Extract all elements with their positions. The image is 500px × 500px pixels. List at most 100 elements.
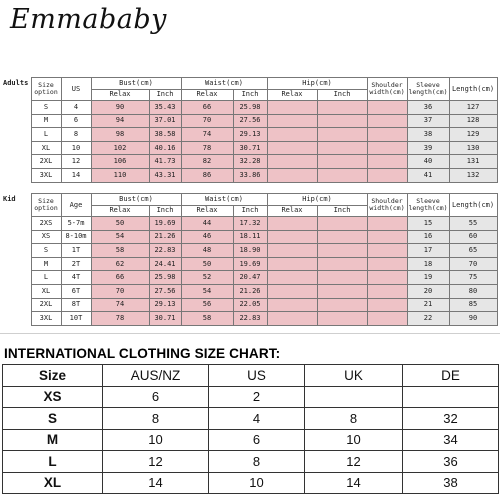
length-cell: 130	[448, 140, 498, 156]
size-cell: XL	[30, 283, 62, 299]
kids-row-spacer	[3, 243, 31, 258]
international-size-table: Size AUS/NZ US UK DE XS 6 2 S 8 4 8 32 M 10 6 10 34 L 12 8 12…	[2, 364, 499, 494]
hip-inch-cell	[316, 167, 368, 183]
us-cell: 6	[60, 113, 92, 129]
international-value-cell: 14	[304, 471, 403, 494]
adults-shoulder-header: Shoulder width(cm)	[366, 77, 408, 101]
international-value-cell: 32	[402, 407, 499, 430]
waist-relax-cell: 50	[180, 256, 234, 272]
kids-category-label: Kid	[3, 193, 31, 217]
bust-inch-cell: 19.69	[148, 216, 182, 231]
kids-sleeve-header: Sleeve length(cm)	[406, 193, 450, 217]
size-cell: 2XS	[30, 216, 62, 231]
kids-row-spacer	[3, 216, 31, 231]
waist-relax-cell: 46	[180, 229, 234, 245]
bust-inch-cell: 29.13	[148, 297, 182, 313]
length-cell: 129	[448, 127, 498, 142]
age-cell: 10T	[60, 311, 92, 326]
kids-row-spacer	[3, 257, 31, 271]
international-header-cell: Size	[2, 364, 103, 387]
age-cell: 2T	[60, 256, 92, 272]
bust-relax-cell: 50	[90, 216, 150, 231]
kids-bust-inch-header: Inch	[148, 204, 182, 217]
size-cell: M	[30, 256, 62, 272]
kids-waist-relax-header: Relax	[180, 204, 234, 217]
size-cell: XL	[30, 140, 62, 156]
kids-age-header: Age	[60, 193, 92, 217]
kids-hip-header: Hip(cm)	[266, 193, 368, 206]
size-cell: M	[30, 113, 62, 129]
hip-inch-cell	[316, 270, 368, 285]
hip-inch-cell	[316, 127, 368, 142]
adults-length-header: Length(cm)	[448, 77, 498, 101]
adults-bust-inch-header: Inch	[148, 88, 182, 101]
adults-size-table: Adults Size option US Bust(cm) Waist(cm) …	[3, 77, 498, 183]
bust-inch-cell: 27.56	[148, 283, 182, 299]
adults-table-row: S 4 90 35.43 66 25.98 36 127	[3, 100, 498, 115]
adults-waist-relax-header: Relax	[180, 88, 234, 101]
adults-category-label: Adults	[3, 77, 31, 101]
international-size-cell: XS	[2, 385, 103, 408]
hip-relax-cell	[266, 311, 318, 326]
shoulder-cell	[366, 100, 408, 115]
bust-inch-cell: 43.31	[148, 167, 182, 183]
bust-relax-cell: 66	[90, 270, 150, 285]
international-header-cell: DE	[402, 364, 499, 387]
length-cell: 90	[448, 311, 498, 326]
us-cell: 12	[60, 154, 92, 169]
waist-inch-cell: 21.26	[232, 283, 268, 299]
length-cell: 80	[448, 283, 498, 299]
shoulder-cell	[366, 127, 408, 142]
age-cell: 8T	[60, 297, 92, 313]
adults-bust-relax-header: Relax	[90, 88, 150, 101]
adults-row-spacer	[3, 154, 31, 169]
waist-relax-cell: 74	[180, 127, 234, 142]
waist-relax-cell: 56	[180, 297, 234, 313]
age-cell: 8-10m	[60, 229, 92, 245]
hip-inch-cell	[316, 216, 368, 231]
sleeve-cell: 18	[406, 256, 450, 272]
adults-row-spacer	[3, 141, 31, 155]
waist-relax-cell: 82	[180, 154, 234, 169]
hip-inch-cell	[316, 100, 368, 115]
hip-relax-cell	[266, 243, 318, 258]
bust-relax-cell: 58	[90, 243, 150, 258]
bust-relax-cell: 62	[90, 256, 150, 272]
kids-row-spacer	[3, 230, 31, 244]
hip-relax-cell	[266, 283, 318, 299]
size-cell: L	[30, 270, 62, 285]
bust-inch-cell: 25.98	[148, 270, 182, 285]
international-value-cell	[402, 385, 499, 408]
kids-hip-relax-header: Relax	[266, 204, 318, 217]
age-cell: 1T	[60, 243, 92, 258]
international-value-cell: 10	[304, 428, 403, 451]
kids-table-row: 2XS 5-7m 50 19.69 44 17.32 15 55	[3, 216, 498, 231]
sleeve-cell: 15	[406, 216, 450, 231]
adults-size-option-header: Size option	[30, 77, 62, 101]
length-cell: 75	[448, 270, 498, 285]
size-cell: XS	[30, 229, 62, 245]
adults-bust-header: Bust(cm)	[90, 77, 182, 90]
international-value-cell: 14	[102, 471, 209, 494]
waist-inch-cell: 33.86	[232, 167, 268, 183]
hip-relax-cell	[266, 256, 318, 272]
international-value-cell: 38	[402, 471, 499, 494]
bust-relax-cell: 90	[90, 100, 150, 115]
us-cell: 8	[60, 127, 92, 142]
adults-hip-inch-header: Inch	[316, 88, 368, 101]
us-cell: 14	[60, 167, 92, 183]
size-cell: L	[30, 127, 62, 142]
bust-inch-cell: 41.73	[148, 154, 182, 169]
waist-relax-cell: 44	[180, 216, 234, 231]
waist-relax-cell: 70	[180, 113, 234, 129]
hip-relax-cell	[266, 297, 318, 313]
waist-inch-cell: 22.05	[232, 297, 268, 313]
length-cell: 85	[448, 297, 498, 313]
hip-inch-cell	[316, 243, 368, 258]
sleeve-cell: 16	[406, 229, 450, 245]
bust-inch-cell: 38.58	[148, 127, 182, 142]
waist-relax-cell: 86	[180, 167, 234, 183]
adults-table-row: 3XL 14 110 43.31 86 33.86 41 132	[3, 167, 498, 183]
international-value-cell: 10	[102, 428, 209, 451]
international-value-cell: 34	[402, 428, 499, 451]
